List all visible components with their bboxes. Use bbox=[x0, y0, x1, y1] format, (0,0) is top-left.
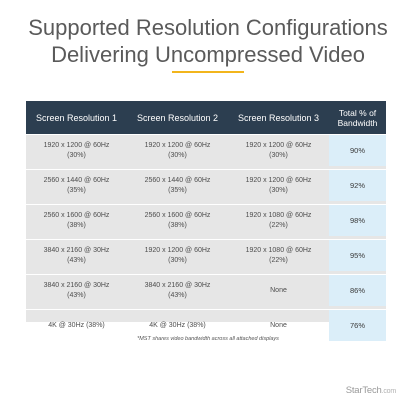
resolution-value: 3840 x 2160 @ 30Hz bbox=[144, 281, 211, 289]
brand-name: StarTech bbox=[345, 385, 382, 396]
row-gap bbox=[26, 306, 386, 310]
resolution-value: 4K @ 30Hz (38%) bbox=[149, 321, 206, 329]
total-bandwidth-cell: 98% bbox=[329, 204, 386, 236]
resolution-1-cell: 2560 x 1440 @ 60Hz (35%) bbox=[26, 169, 127, 201]
row-gap bbox=[26, 271, 386, 275]
bandwidth-share: (22%) bbox=[269, 221, 288, 229]
total-bandwidth-cell: 90% bbox=[329, 134, 386, 166]
table-row: 2560 x 1600 @ 60Hz (38%) 2560 x 1600 @ 60H… bbox=[26, 204, 386, 236]
resolution-table-container: Screen Resolution 1 Screen Resolution 2 … bbox=[26, 101, 386, 341]
brand-suffix: .com bbox=[381, 388, 397, 395]
header-total-line-2: Bandwidth bbox=[337, 117, 378, 128]
header-screen-resolution-3: Screen Resolution 3 bbox=[228, 101, 329, 135]
table-row: 4K @ 30Hz (38%) 4K @ 30Hz (38%) None 76% bbox=[26, 309, 386, 341]
row-gap bbox=[26, 201, 386, 205]
header-screen-resolution-1: Screen Resolution 1 bbox=[26, 101, 127, 135]
resolution-value: 2560 x 1440 @ 60Hz bbox=[144, 176, 211, 184]
resolution-value: 1920 x 1200 @ 60Hz bbox=[245, 141, 312, 149]
resolution-value: 3840 x 2160 @ 30Hz bbox=[43, 281, 110, 289]
resolution-3-cell: 1920 x 1200 @ 60Hz (30%) bbox=[228, 134, 329, 166]
resolution-3-cell: 1920 x 1200 @ 60Hz (30%) bbox=[228, 169, 329, 201]
resolution-2-cell: 3840 x 2160 @ 30Hz (43%) bbox=[127, 274, 228, 306]
total-bandwidth-cell: 76% bbox=[329, 309, 386, 341]
resolution-3-cell: None bbox=[228, 274, 329, 306]
resolution-2-cell: 2560 x 1440 @ 60Hz (35%) bbox=[127, 169, 228, 201]
title-line-2: Delivering Uncompressed Video bbox=[51, 42, 365, 67]
bandwidth-share: (35%) bbox=[168, 186, 187, 194]
footnote: *MST shares video bandwidth across all a… bbox=[137, 336, 279, 342]
bandwidth-share: (38%) bbox=[168, 221, 187, 229]
resolution-3-cell: None bbox=[228, 309, 329, 341]
resolution-value: 1920 x 1080 @ 60Hz bbox=[245, 211, 312, 219]
resolution-value: 4K @ 30Hz (38%) bbox=[48, 321, 105, 329]
row-gap-cell bbox=[26, 271, 386, 275]
total-bandwidth-cell: 92% bbox=[329, 169, 386, 201]
bandwidth-share: (30%) bbox=[67, 151, 86, 159]
resolution-value: 1920 x 1200 @ 60Hz bbox=[43, 141, 110, 149]
resolution-3-cell: 1920 x 1080 @ 60Hz (22%) bbox=[228, 204, 329, 236]
resolution-2-cell: 1920 x 1200 @ 60Hz (30%) bbox=[127, 134, 228, 166]
resolution-1-cell: 1920 x 1200 @ 60Hz (30%) bbox=[26, 134, 127, 166]
title-underline bbox=[172, 71, 244, 73]
table-row: 2560 x 1440 @ 60Hz (35%) 2560 x 1440 @ 60H… bbox=[26, 169, 386, 201]
bandwidth-share: (30%) bbox=[269, 151, 288, 159]
resolution-table: Screen Resolution 1 Screen Resolution 2 … bbox=[26, 101, 386, 341]
resolution-2-cell: 2560 x 1600 @ 60Hz (38%) bbox=[127, 204, 228, 236]
bandwidth-share: (35%) bbox=[67, 186, 86, 194]
header-total-bandwidth: Total % of Bandwidth bbox=[329, 101, 386, 135]
resolution-value: 1920 x 1200 @ 60Hz bbox=[144, 141, 211, 149]
resolution-value: None bbox=[270, 286, 287, 294]
bandwidth-share: (43%) bbox=[168, 291, 187, 299]
resolution-value: 1920 x 1080 @ 60Hz bbox=[245, 246, 312, 254]
resolution-1-cell: 2560 x 1600 @ 60Hz (38%) bbox=[26, 204, 127, 236]
resolution-value: None bbox=[270, 321, 287, 329]
resolution-value: 2560 x 1600 @ 60Hz bbox=[144, 211, 211, 219]
resolution-value: 3840 x 2160 @ 30Hz bbox=[43, 246, 110, 254]
total-bandwidth-cell: 86% bbox=[329, 274, 386, 306]
row-gap-cell bbox=[26, 166, 386, 170]
table-header-row: Screen Resolution 1 Screen Resolution 2 … bbox=[26, 101, 386, 135]
resolution-2-cell: 4K @ 30Hz (38%) bbox=[127, 309, 228, 341]
row-gap-cell bbox=[26, 201, 386, 205]
bandwidth-share: (30%) bbox=[168, 256, 187, 264]
total-bandwidth-cell: 95% bbox=[329, 239, 386, 271]
resolution-1-cell: 3840 x 2160 @ 30Hz (43%) bbox=[26, 274, 127, 306]
resolution-value: 1920 x 1200 @ 60Hz bbox=[144, 246, 211, 254]
header-total-line-1: Total % of bbox=[338, 107, 377, 118]
resolution-1-cell: 4K @ 30Hz (38%) bbox=[26, 309, 127, 341]
bandwidth-share: (30%) bbox=[269, 186, 288, 194]
page-title: Supported Resolution Configurations Deli… bbox=[0, 14, 416, 68]
table-row: 3840 x 2160 @ 30Hz (43%) 3840 x 2160 @ 30H… bbox=[26, 274, 386, 306]
row-gap bbox=[26, 166, 386, 170]
resolution-value: 2560 x 1440 @ 60Hz bbox=[43, 176, 110, 184]
row-gap-cell bbox=[26, 236, 386, 240]
table-row: 1920 x 1200 @ 60Hz (30%) 1920 x 1200 @ 60H… bbox=[26, 134, 386, 166]
bandwidth-share: (38%) bbox=[67, 221, 86, 229]
title-line-1: Supported Resolution Configurations bbox=[28, 15, 388, 40]
resolution-2-cell: 1920 x 1200 @ 60Hz (30%) bbox=[127, 239, 228, 271]
bandwidth-share: (43%) bbox=[67, 291, 86, 299]
row-gap bbox=[26, 236, 386, 240]
bandwidth-share: (22%) bbox=[269, 256, 288, 264]
resolution-1-cell: 3840 x 2160 @ 30Hz (43%) bbox=[26, 239, 127, 271]
table-row: 3840 x 2160 @ 30Hz (43%) 1920 x 1200 @ 60H… bbox=[26, 239, 386, 271]
resolution-value: 2560 x 1600 @ 60Hz bbox=[43, 211, 110, 219]
resolution-value: 1920 x 1200 @ 60Hz bbox=[245, 176, 312, 184]
header-screen-resolution-2: Screen Resolution 2 bbox=[127, 101, 228, 135]
bandwidth-share: (30%) bbox=[168, 151, 187, 159]
startech-logo: StarTech.com bbox=[346, 385, 396, 396]
row-gap-cell bbox=[26, 306, 386, 310]
bandwidth-share: (43%) bbox=[67, 256, 86, 264]
resolution-3-cell: 1920 x 1080 @ 60Hz (22%) bbox=[228, 239, 329, 271]
